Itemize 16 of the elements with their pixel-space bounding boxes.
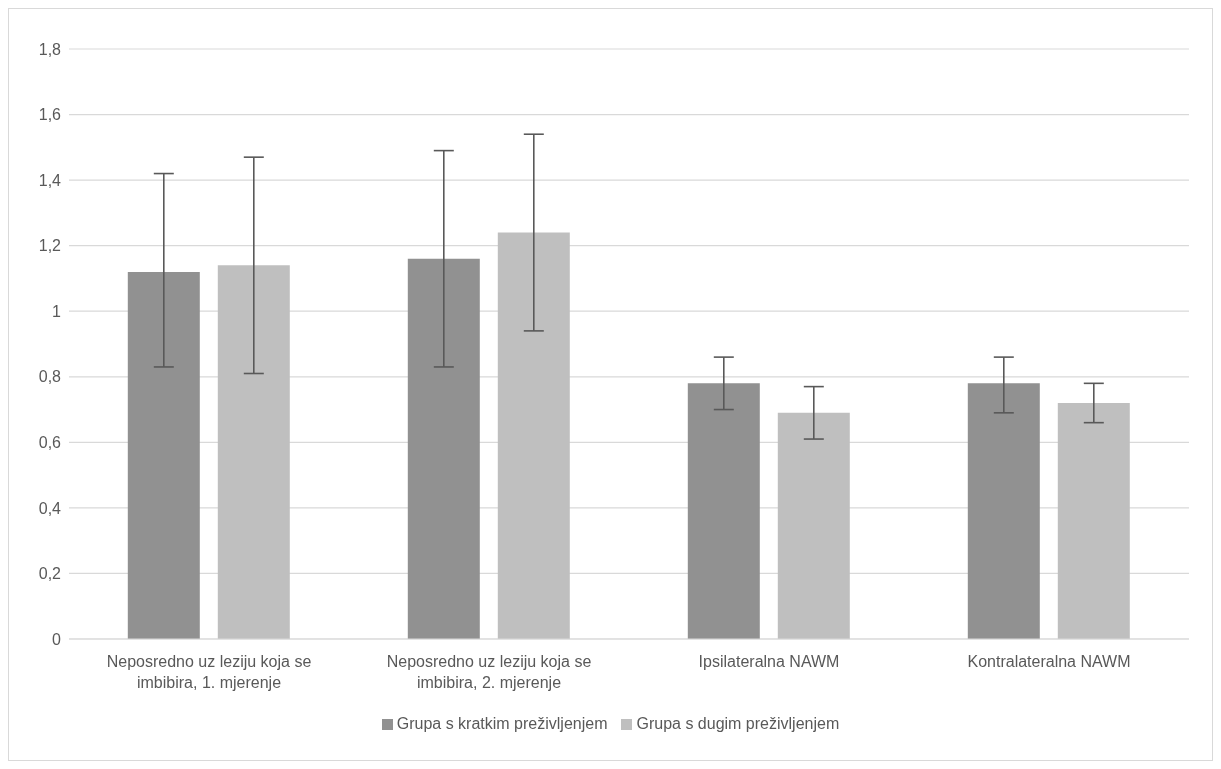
y-tick-label: 1 (52, 302, 62, 320)
y-tick-label: 0,6 (38, 434, 62, 452)
y-tick-label: 0 (52, 630, 62, 648)
y-tick-label: 0,8 (38, 368, 62, 386)
y-tick-label: 0,4 (38, 499, 62, 517)
y-tick-label: 1,2 (38, 237, 62, 255)
y-tick-label: 0,2 (38, 565, 62, 583)
legend-label: Grupa s kratkim preživljenjem (396, 715, 608, 733)
y-tick-label: 1,4 (38, 171, 62, 189)
x-tick-label: Neposredno uz leziju koja se imbibira, 2. mjerenje (386, 653, 592, 691)
y-tick-label: 1,8 (38, 40, 62, 58)
x-tick-label: Neposredno uz leziju koja se imbibira, 1. mjerenje (106, 653, 312, 691)
y-tick-label: 1,6 (38, 106, 62, 124)
x-tick-label: Ipsilateralna NAWM (698, 653, 840, 670)
x-tick-label: Kontralateralna NAWM (967, 653, 1131, 670)
legend-label: Grupa s dugim preživljenjem (636, 715, 840, 733)
